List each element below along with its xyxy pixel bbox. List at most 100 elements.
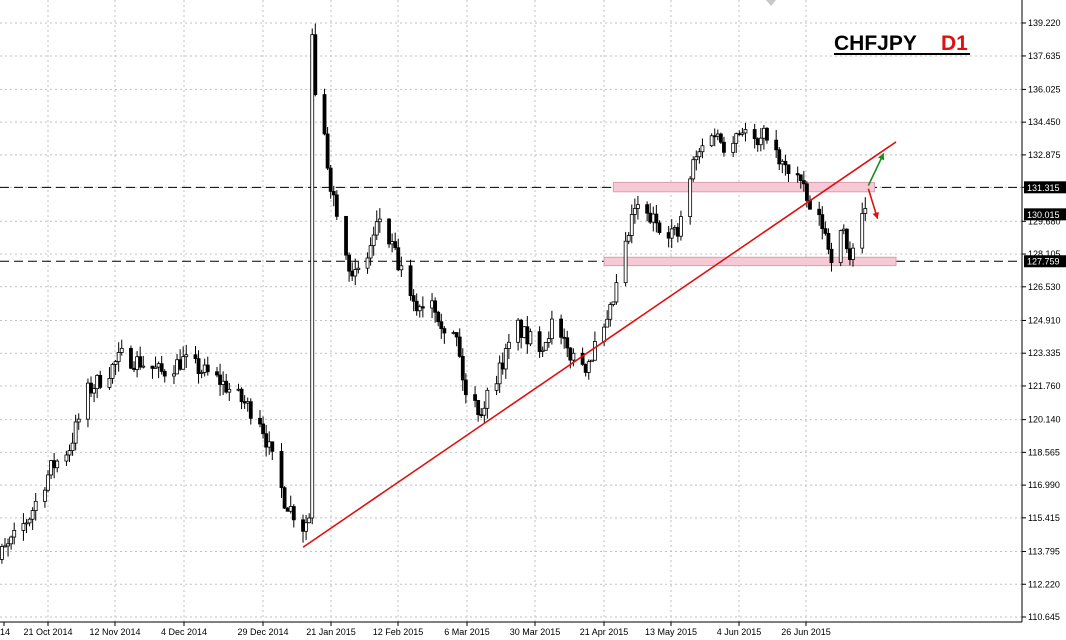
candle-body (675, 227, 680, 237)
candle-body (215, 371, 219, 376)
candle-body (313, 34, 318, 95)
candle-body (184, 354, 189, 358)
candle-body (3, 545, 7, 548)
candle-body (506, 341, 511, 349)
candle-body (24, 522, 29, 525)
candle-body (589, 359, 594, 363)
candle-body (586, 361, 591, 373)
candle-body (0, 546, 4, 560)
candle-body (611, 301, 616, 305)
trendline[interactable] (302, 141, 897, 548)
y-tick-label: 126.530 (1028, 282, 1061, 292)
candle-body (221, 380, 226, 385)
candle-body (669, 228, 674, 239)
candle-body (774, 139, 779, 151)
candle-body (525, 326, 530, 345)
candle-body (783, 160, 788, 166)
candle-body (417, 306, 422, 312)
candle-body (436, 311, 441, 323)
candle-body (820, 214, 825, 230)
candle-body (350, 270, 355, 277)
candle-body (248, 401, 253, 419)
candle-body (765, 127, 769, 141)
candle-body (393, 241, 398, 249)
candle-body (138, 356, 143, 368)
candle-body (307, 517, 312, 524)
candle-body (368, 245, 373, 259)
price-tags: 131.315 130.015 127.759 (1024, 181, 1066, 268)
candle-body (629, 214, 634, 236)
candle-body (9, 536, 14, 545)
candle-body (408, 265, 413, 296)
candle-body (116, 352, 121, 362)
candle-body (549, 318, 554, 340)
candle-body (580, 352, 585, 365)
candle-body (694, 156, 699, 161)
candle-body (301, 519, 305, 532)
x-tick-label: 14 (0, 627, 10, 637)
candle-body (602, 326, 607, 342)
candle-body (162, 371, 167, 377)
x-tick-label: 6 Mar 2015 (444, 627, 490, 637)
candles (0, 23, 868, 564)
candle-body (328, 167, 333, 192)
candle-body (46, 474, 50, 491)
candle-body (374, 221, 379, 236)
candle-body (110, 364, 115, 379)
candle-body (593, 341, 597, 361)
candle-body (153, 366, 158, 369)
candle-body (731, 142, 736, 153)
arrow-down-icon (872, 211, 879, 219)
candle-body (688, 178, 693, 218)
candle-body (715, 133, 720, 137)
x-tick-label: 12 Nov 2014 (89, 627, 140, 637)
candle-body (353, 269, 358, 277)
candle-body (76, 418, 81, 423)
candle-body (651, 213, 656, 223)
candle-body (562, 336, 567, 339)
candle-body (282, 487, 287, 509)
price-tag (1024, 255, 1066, 268)
candle-body (482, 407, 487, 416)
candle-body (6, 543, 10, 547)
y-tick-label: 132.875 (1028, 150, 1061, 160)
candle-body (12, 530, 17, 538)
candle-body (666, 232, 671, 239)
candle-body (27, 518, 32, 524)
chart-title: CHFJPY D1 (834, 32, 970, 55)
y-tick-label: 134.450 (1028, 117, 1061, 127)
candle-body (377, 218, 382, 223)
candle-body (70, 442, 75, 452)
candle-body (460, 355, 465, 381)
candle-body (21, 523, 26, 531)
price-zone[interactable] (603, 256, 897, 267)
candle-body (863, 208, 868, 214)
candle-body (559, 318, 564, 338)
candle-body (267, 441, 272, 448)
candle-body (540, 349, 545, 352)
candle-body (430, 300, 434, 309)
y-tick-label: 112.220 (1028, 579, 1060, 589)
candle-body (270, 441, 275, 452)
candle-body (626, 235, 631, 242)
candle-body (132, 367, 136, 370)
candle-body (73, 421, 78, 444)
candle-body (473, 394, 477, 401)
scroll-marker-icon[interactable] (766, 0, 776, 6)
candle-body (672, 227, 677, 230)
candle-body (654, 213, 659, 224)
candle-body (141, 365, 146, 368)
candle-body (451, 332, 456, 334)
candle-body (396, 247, 401, 271)
candle-body (712, 135, 717, 138)
price-zone[interactable] (612, 181, 876, 193)
candle-body (113, 361, 118, 365)
candle-body (224, 380, 229, 393)
candle-body (196, 358, 201, 374)
candle-body (399, 265, 404, 271)
candle-body (752, 129, 757, 140)
y-tick-label: 137.635 (1028, 51, 1061, 61)
trendline-group (302, 141, 897, 548)
